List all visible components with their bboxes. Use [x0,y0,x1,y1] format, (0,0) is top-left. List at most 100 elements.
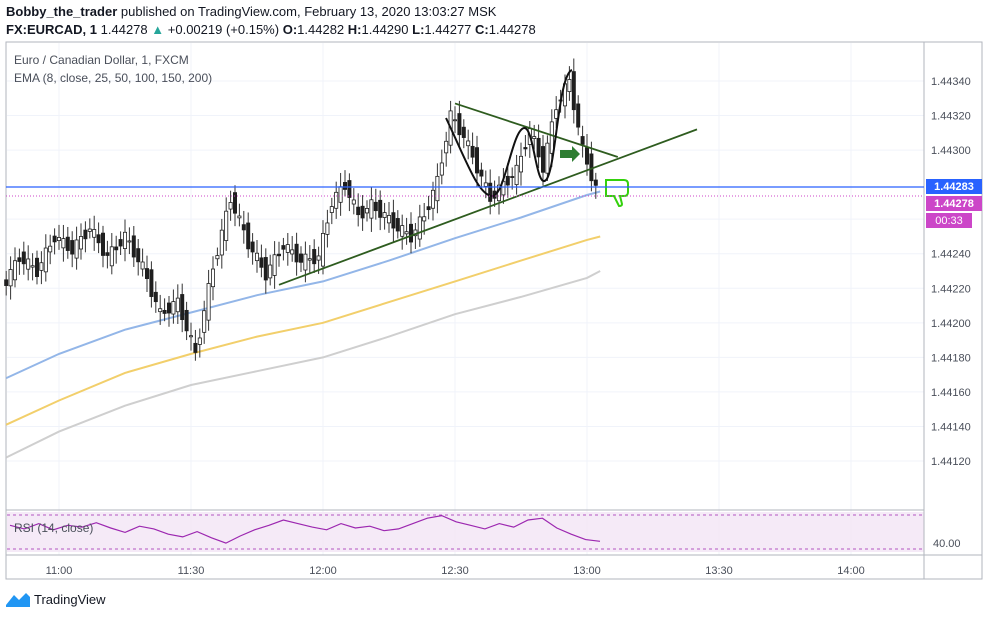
candle [166,296,171,327]
y-tick-label: 1.44240 [931,249,971,261]
time-axis[interactable]: 11:00 11:30 12:00 12:30 13:00 13:30 14:00 [46,565,865,577]
x-tick-label: 13:30 [705,565,733,577]
candle [576,95,581,136]
candle [268,254,273,286]
candle [92,215,97,251]
candle [57,224,62,250]
candle [466,129,471,160]
candle [435,163,440,214]
candle [48,234,53,265]
candle [404,217,409,245]
candle [123,219,128,262]
candle [329,197,334,225]
rsi-pane: 40.00 [7,514,961,550]
trendline[interactable] [454,102,619,158]
last-price: 1.44278 [100,22,148,37]
candle [232,185,237,227]
candle [510,167,515,190]
high-label: H: [347,22,362,37]
candle [523,135,528,157]
candle [320,220,325,275]
candle [444,131,449,167]
candle [26,245,31,281]
close-label: C: [475,22,489,37]
candle [285,232,290,266]
candle [474,135,479,187]
trendline[interactable] [278,128,698,286]
candle [35,250,40,285]
logo-text: TradingView [34,591,106,607]
candle [378,190,383,231]
candle [259,244,264,278]
candle [197,328,202,358]
candle [70,231,75,268]
candle [593,172,598,199]
candle [408,212,413,254]
candle [373,188,378,220]
candle [457,100,462,147]
price-label-blue: 1.44283 [926,179,982,194]
candle [580,125,585,158]
candle [514,154,519,195]
rsi-legend: RSI (14, close) [14,521,93,535]
candle [430,181,435,221]
candle [519,142,524,186]
candle [470,132,475,165]
tradingview-logo[interactable]: TradingView [6,591,106,607]
candle [237,203,242,227]
candle [272,241,277,289]
price-axis[interactable]: 1.443401.443201.443001.442601.442401.442… [931,76,971,468]
candle [241,210,246,244]
candle [87,218,92,239]
y-tick-label: 1.44320 [931,111,971,123]
candle [109,233,114,275]
x-tick-label: 14:00 [837,565,865,577]
x-tick-label: 13:00 [573,565,601,577]
candle [118,231,123,256]
candle [496,176,501,215]
grid [7,43,924,555]
candle [136,239,141,276]
rsi-tick-label: 40.00 [933,538,961,550]
candle [356,193,361,227]
candle [52,228,57,255]
trendlines[interactable] [278,102,698,286]
low-value: 1.44277 [424,22,472,37]
candle [101,225,106,268]
change-arrow-icon: ▲ [151,22,165,37]
candle [364,200,369,222]
candle [39,251,44,285]
candle [4,270,9,296]
y-tick-label: 1.44200 [931,318,971,330]
x-tick-label: 11:00 [46,565,73,577]
candle [422,202,427,235]
candle [30,253,35,281]
candle [175,284,180,325]
candle [224,197,229,251]
candle [162,298,167,322]
candle [338,172,343,216]
hand-drawn-pattern[interactable] [445,69,573,198]
author-name[interactable]: Bobby_the_trader [6,4,118,19]
rsi-line [9,514,601,544]
candle [360,195,365,231]
candle [426,195,431,220]
candle [351,188,356,215]
symbol[interactable]: FX:EURCAD, 1 [6,22,98,37]
candle [334,181,339,219]
y-tick-label: 1.44300 [931,145,971,157]
candle [153,281,158,313]
candle [439,149,444,185]
thumbs-down-icon[interactable] [605,179,629,208]
symbol-line: FX:EURCAD, 1 1.44278 ▲ +0.00219 (+0.15%)… [6,22,536,37]
candle [180,283,185,333]
candle [382,202,387,230]
candle [254,240,259,273]
candle [193,329,198,361]
candle [171,289,176,324]
ema-line [5,235,601,426]
candle [369,186,374,232]
candle [228,190,233,221]
arrow-right-icon[interactable] [560,146,580,162]
